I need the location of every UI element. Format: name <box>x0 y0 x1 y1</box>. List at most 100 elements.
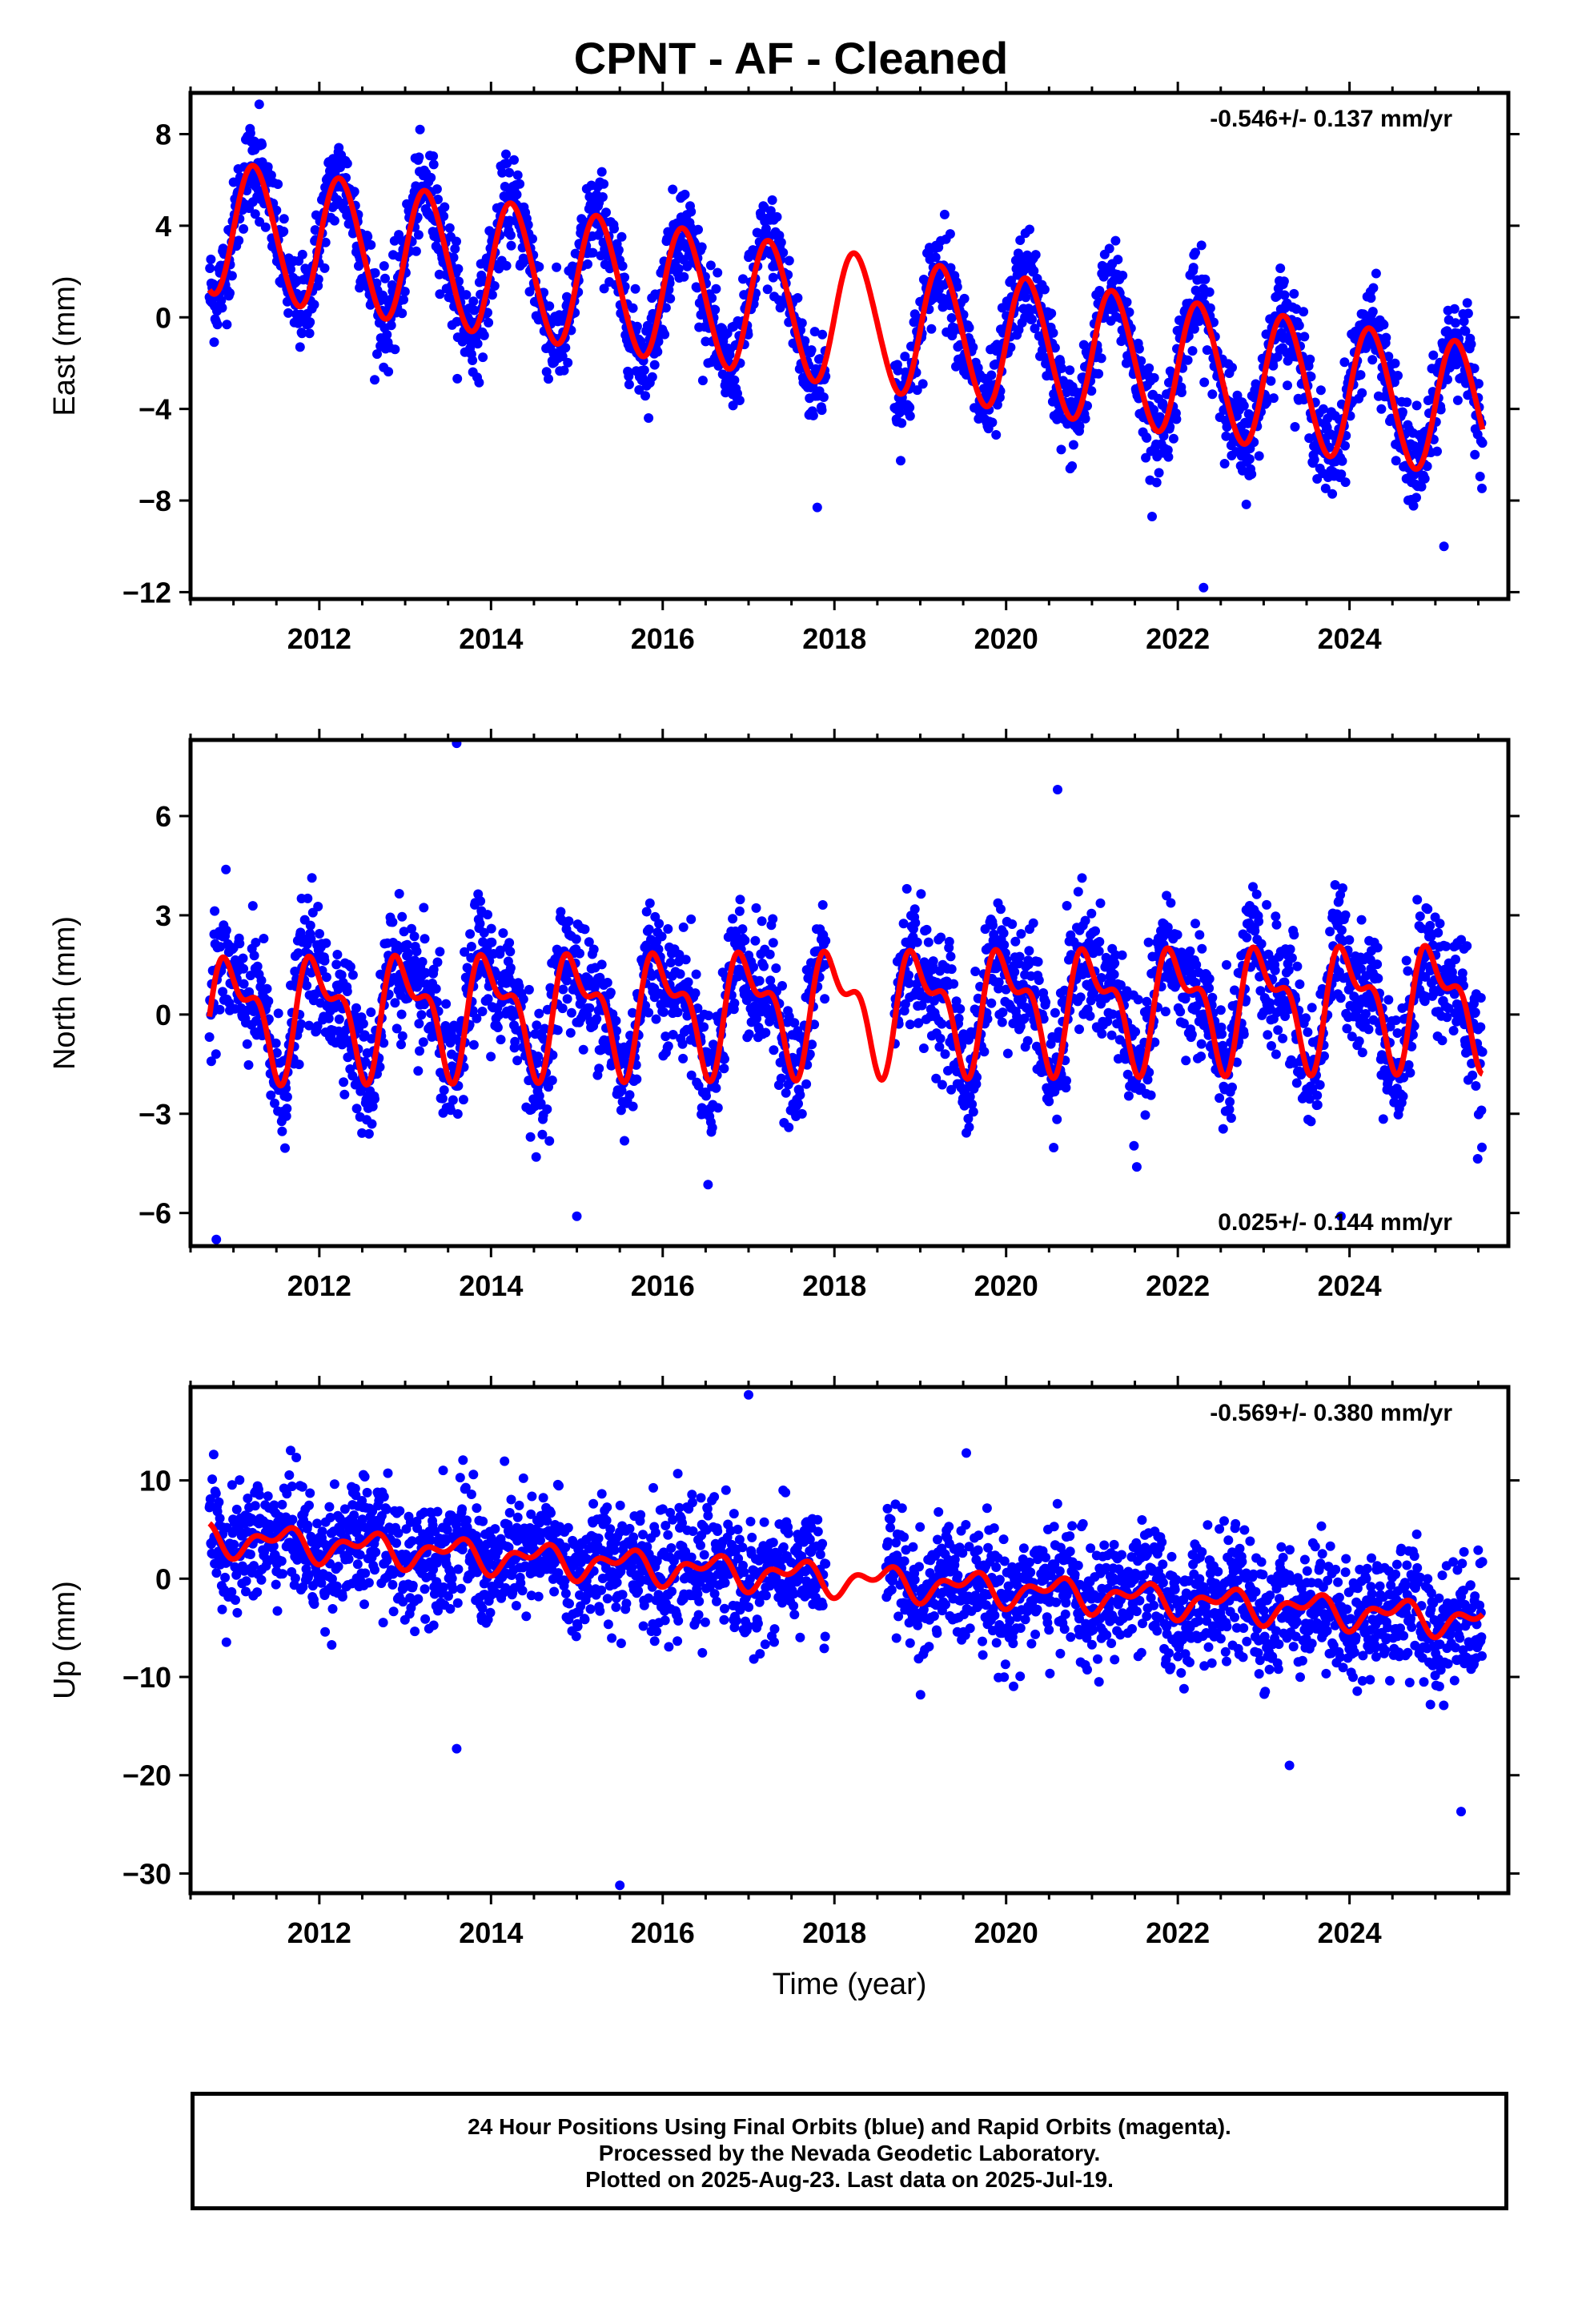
data-point <box>636 336 646 347</box>
data-point <box>1118 271 1128 280</box>
data-points-north <box>204 740 1488 1244</box>
data-point <box>313 274 323 284</box>
data-point <box>616 1105 626 1116</box>
data-point <box>337 1039 347 1050</box>
data-point <box>1033 957 1043 967</box>
data-point <box>707 293 717 304</box>
velocity-annotation: -0.546+/- 0.137 mm/yr <box>1210 106 1452 132</box>
data-point <box>483 994 493 1004</box>
data-point <box>1182 355 1193 365</box>
data-point <box>307 873 317 883</box>
data-point <box>1287 953 1297 963</box>
data-point <box>342 159 352 169</box>
data-point <box>225 288 235 298</box>
data-point <box>279 214 289 224</box>
data-point <box>1030 250 1041 260</box>
data-point <box>1270 965 1280 975</box>
data-point <box>905 402 915 412</box>
data-point <box>1123 1091 1134 1101</box>
data-point <box>982 1014 993 1024</box>
data-point <box>1327 489 1338 499</box>
data-point <box>1248 882 1258 892</box>
data-point <box>659 1007 669 1017</box>
data-point <box>336 970 347 980</box>
data-point <box>333 984 343 995</box>
data-point <box>383 367 394 377</box>
data-point <box>580 924 590 935</box>
data-point <box>991 963 1002 974</box>
data-point <box>432 184 442 195</box>
data-point <box>936 932 946 943</box>
data-point <box>1378 1114 1388 1124</box>
data-point <box>1273 1025 1283 1035</box>
data-point <box>1218 1124 1228 1134</box>
data-point <box>765 949 775 959</box>
data-point <box>972 1072 982 1083</box>
data-point <box>1238 465 1247 476</box>
data-point <box>793 1099 803 1109</box>
data-point <box>375 1062 385 1072</box>
data-point <box>1171 414 1182 424</box>
data-point <box>729 998 740 1008</box>
data-point <box>951 996 962 1007</box>
data-point <box>918 1043 929 1053</box>
data-point <box>735 895 745 905</box>
data-point <box>512 170 523 180</box>
data-point <box>505 947 516 957</box>
data-point <box>1191 959 1202 970</box>
data-point <box>450 243 460 254</box>
data-point <box>1149 372 1159 383</box>
data-point <box>360 1056 371 1067</box>
data-point <box>1422 461 1432 472</box>
data-point <box>1340 477 1351 488</box>
data-point <box>402 939 412 950</box>
data-point <box>762 284 773 295</box>
data-point <box>1046 308 1057 319</box>
data-point <box>1113 1054 1123 1064</box>
data-point <box>1196 240 1207 251</box>
data-point <box>628 1101 638 1112</box>
data-point <box>1318 404 1328 414</box>
data-point <box>349 187 359 197</box>
data-point <box>674 950 685 959</box>
data-point <box>1309 455 1319 464</box>
data-point <box>465 929 476 939</box>
data-point <box>1330 880 1340 890</box>
data-point <box>1150 1037 1160 1047</box>
data-point <box>562 975 572 986</box>
data-point <box>440 202 450 212</box>
data-point <box>1017 995 1027 1005</box>
data-point <box>588 944 599 955</box>
data-point <box>1289 288 1299 299</box>
data-point <box>446 1105 456 1116</box>
data-point <box>1292 961 1303 971</box>
data-point <box>523 219 533 230</box>
data-point <box>1044 1096 1054 1107</box>
data-point <box>396 1009 407 1019</box>
data-point <box>1477 438 1488 448</box>
data-point <box>1299 307 1309 317</box>
data-point <box>1056 444 1066 455</box>
data-point <box>707 1123 717 1133</box>
data-point <box>1354 1036 1364 1047</box>
data-point <box>808 410 818 420</box>
data-point <box>909 904 920 915</box>
data-point <box>1219 459 1230 468</box>
data-point <box>738 274 748 284</box>
data-point <box>302 980 312 991</box>
data-point <box>644 1007 654 1018</box>
data-point <box>370 375 379 385</box>
data-point <box>596 959 607 970</box>
data-point <box>411 246 421 256</box>
data-point <box>954 1013 964 1023</box>
data-point <box>347 1071 358 1081</box>
data-point <box>1189 324 1199 334</box>
y-tick-label: 4 <box>155 210 171 243</box>
data-point <box>492 1023 503 1032</box>
data-point <box>781 1088 791 1098</box>
data-point <box>552 262 562 272</box>
data-point <box>979 1047 990 1057</box>
data-point <box>483 308 492 318</box>
data-point <box>1250 926 1260 936</box>
data-point <box>396 1039 406 1050</box>
